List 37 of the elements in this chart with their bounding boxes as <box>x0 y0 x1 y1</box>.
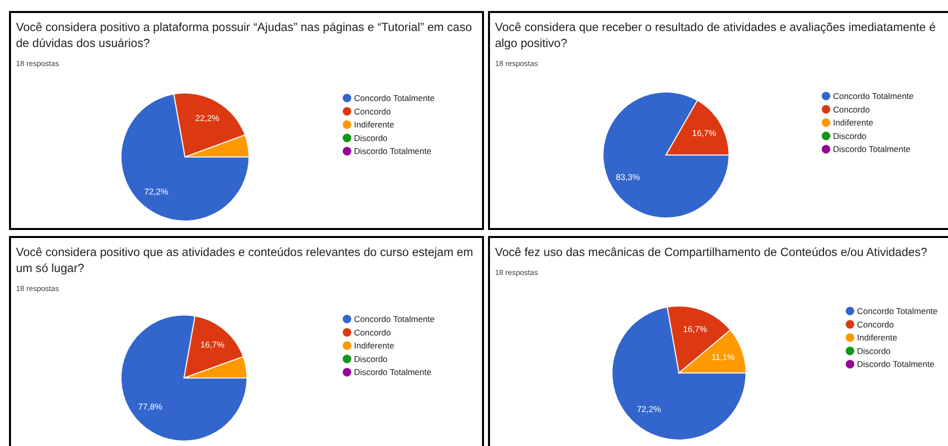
legend-label: Indiferente <box>354 120 394 130</box>
legend-label: Concordo <box>833 104 870 114</box>
data-label: 72,2% <box>636 404 662 414</box>
pie-slice <box>612 306 746 440</box>
legend-label: Concordo Totalmente <box>833 90 914 101</box>
legend-label: Concordo <box>354 327 392 338</box>
legend-label: Discordo Totalmente <box>833 144 911 154</box>
legend-label: Discordo Totalmente <box>354 146 432 156</box>
legend-label: Concordo <box>354 106 392 116</box>
legend-label: Discordo <box>857 346 891 356</box>
legend-label: Discordo <box>833 130 867 141</box>
data-label: 22,2% <box>195 113 220 124</box>
legend-label: Concordo Totalmente <box>354 92 435 103</box>
data-label: 16,7% <box>692 128 717 138</box>
chart-title: Você considera positivo que as atividades e conteúdos relevantes do curso estejam em um só lugar? <box>16 245 474 275</box>
legend-label: Discordo Totalmente <box>857 359 935 370</box>
data-label: 11,1% <box>711 352 736 362</box>
pie-slice <box>120 314 248 442</box>
pie-slice <box>120 93 250 222</box>
chart-title: Você fez uso das mecânicas de Compartilhamento de Conteúdos e/ou Atividades? <box>495 245 928 259</box>
data-label: 16,7% <box>682 324 708 334</box>
data-label: 77,8% <box>138 401 163 412</box>
chart-title: Você considera positivo a plataforma possuir “Ajudas” nas páginas e “Tutorial” em caso de dúvidas dos usuários? <box>16 20 472 50</box>
data-label: 16,7% <box>200 339 225 350</box>
legend-label: Concordo <box>857 319 894 330</box>
pie-slice <box>602 92 730 218</box>
data-label: 83,3% <box>616 172 640 182</box>
legend-label: Discordo Totalmente <box>354 367 432 378</box>
legend-label: Discordo <box>354 132 388 143</box>
legend-label: Concordo Totalmente <box>354 314 435 324</box>
legend-label: Indiferente <box>833 118 874 128</box>
legend-label: Indiferente <box>354 340 394 351</box>
legend-label: Concordo Totalmente <box>857 306 938 316</box>
data-label: 72,2% <box>144 186 169 196</box>
legend-label: Indiferente <box>857 332 898 343</box>
legend-label: Discordo <box>354 354 388 364</box>
chart-title: Você considera que receber o resultado de atividades e avaliações imediatamente é algo positivo? <box>495 20 936 50</box>
